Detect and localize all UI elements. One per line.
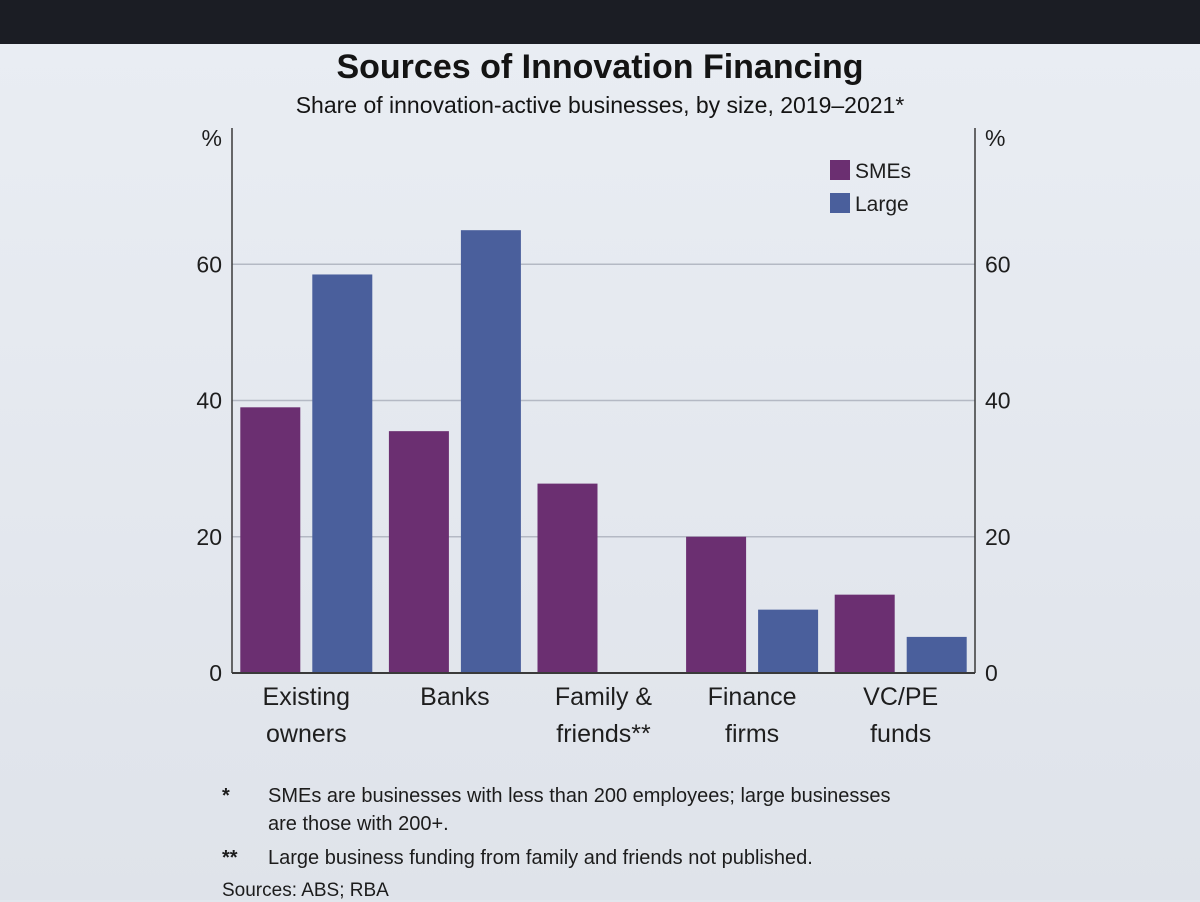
sources-line: Sources: ABS; RBA (222, 880, 389, 901)
y-tick-label-right: 0 (985, 660, 998, 686)
x-category-label: funds (870, 720, 931, 748)
axes: 0 0 20 20 40 40 60 60%% (196, 125, 1010, 686)
legend-swatch (830, 193, 850, 213)
y-axis-unit-left: % (202, 125, 222, 151)
y-tick-label-left: 60 (196, 251, 222, 277)
legend-label: SMEs (855, 160, 911, 183)
bar-smes (537, 483, 598, 673)
bar-smes (834, 594, 895, 673)
footnote-mark: * (222, 785, 230, 807)
y-tick-label-right: 40 (985, 388, 1011, 414)
footnote-smes: * SMEs are businesses with less than 200… (222, 782, 1122, 842)
slide-background (0, 44, 1200, 900)
bar-large (906, 636, 967, 673)
chart-title: Sources of Innovation Financing (336, 48, 864, 86)
y-tick-label-left: 40 (196, 388, 222, 414)
x-category-label: friends** (556, 720, 651, 748)
footnote-line: SMEs are businesses with less than 200 e… (268, 785, 891, 807)
x-category-label: Finance (708, 683, 797, 711)
footnote-line: are those with 200+. (268, 813, 449, 835)
screen-top-bezel (0, 0, 1200, 44)
y-axis-unit-right: % (985, 125, 1005, 151)
y-tick-label-left: 0 (209, 660, 222, 686)
legend-swatch (830, 160, 850, 180)
x-category-label: owners (266, 720, 347, 748)
bar-smes (240, 407, 301, 673)
bar-large (758, 609, 819, 673)
footnote-mark: ** (222, 847, 238, 869)
bar-large (312, 274, 373, 673)
chart-subtitle: Share of innovation-active businesses, b… (295, 92, 905, 118)
legend-label: Large (855, 193, 909, 216)
bars (240, 230, 967, 673)
bar-smes (686, 536, 747, 673)
footnote-family: ** Large business funding from family an… (222, 844, 1122, 874)
y-tick-label-right: 20 (985, 524, 1011, 550)
x-category-label: VC/PE (863, 683, 938, 711)
x-category-label: Family & (555, 683, 653, 711)
x-category-label: Banks (420, 683, 489, 711)
bar-smes (388, 431, 449, 673)
bar-large (460, 230, 521, 673)
legend: SMEs Large (830, 160, 911, 216)
y-tick-label-left: 20 (196, 524, 222, 550)
category-labels: Existing owners Banks Family & friends** Fina… (263, 683, 939, 748)
y-tick-label-right: 60 (985, 251, 1011, 277)
footnote-line: Large business funding from family and f… (268, 847, 813, 869)
x-category-label: Existing (263, 683, 351, 711)
x-category-label: firms (725, 720, 779, 748)
